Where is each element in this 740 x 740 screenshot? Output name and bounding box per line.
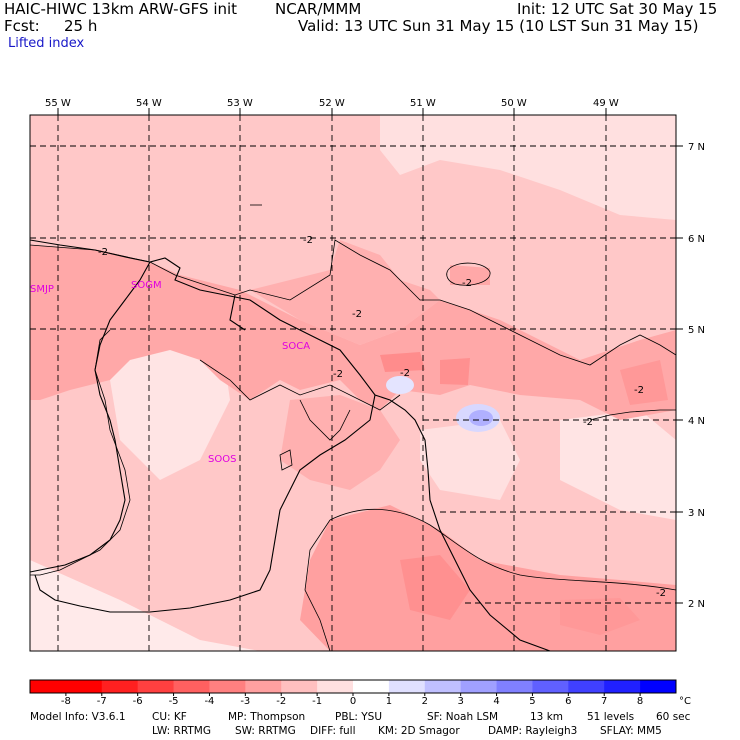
lon-label: 50 W <box>501 98 527 109</box>
colorbar-swatch <box>281 680 318 693</box>
station-label: SOOS <box>208 454 236 465</box>
station-labels: SMJP SOGM SOCA SOOS <box>30 280 310 465</box>
contour-label: -2 <box>634 385 644 396</box>
valid-time: Valid: 13 UTC Sun 31 May 15 (10 LST Sun … <box>298 17 699 35</box>
init-time: Init: 12 UTC Sat 30 May 15 <box>517 0 718 18</box>
station-label: SOGM <box>131 280 162 291</box>
footer-damp: DAMP: Rayleigh3 <box>488 725 578 737</box>
lon-label: 55 W <box>45 98 71 109</box>
lat-lon-grid <box>30 115 676 651</box>
colorbar-swatch <box>173 680 210 693</box>
colorbar-tick-label: 8 <box>637 696 643 707</box>
axis-ticks <box>57 108 683 604</box>
colorbar-swatch <box>424 680 462 693</box>
colorbar-swatch <box>353 680 390 693</box>
colorbar-swatch <box>65 680 103 693</box>
footer-levels: 51 levels <box>587 711 635 723</box>
lon-label: 53 W <box>227 98 253 109</box>
lat-label: 2 N <box>688 599 705 610</box>
colorbar-swatch <box>209 680 246 693</box>
colorbar-tick-label: -4 <box>204 696 214 707</box>
fcst-label: Fcst: <box>4 17 40 35</box>
station-label: SMJP <box>30 284 54 295</box>
fcst-value: 25 h <box>64 17 98 35</box>
coastlines <box>30 239 551 651</box>
colorbar-tick-label: 4 <box>493 696 499 707</box>
footer-sf: SF: Noah LSM <box>427 711 499 723</box>
lon-label: 51 W <box>410 98 436 109</box>
lon-labels: 55 W 54 W 53 W 52 W 51 W 50 W 49 W <box>45 98 619 109</box>
colorbar-tick-label: -7 <box>97 696 107 707</box>
colorbar-swatch <box>496 680 533 693</box>
colorbar-unit: °C <box>679 696 691 707</box>
colorbar-tick-label: 7 <box>601 696 607 707</box>
contour-label: -2 <box>462 278 472 289</box>
footer-sw: SW: RRTMG <box>235 725 296 737</box>
colorbar-tick-label: -6 <box>133 696 143 707</box>
colorbar-swatch <box>532 680 569 693</box>
contour-label: -2 <box>656 588 666 599</box>
lon-label: 52 W <box>319 98 345 109</box>
footer-diff: DIFF: full <box>310 725 356 737</box>
colorbar-swatch <box>317 680 354 693</box>
colorbar-tick-label: 0 <box>350 696 356 707</box>
colorbar-tick-label: 1 <box>386 696 392 707</box>
model-title: HAIC-HIWC 13km ARW-GFS init <box>4 0 238 18</box>
footer-cu: CU: KF <box>152 711 187 723</box>
footer-res: 13 km <box>530 711 564 723</box>
colorbar-tick-label: 5 <box>529 696 535 707</box>
footer-model-info: Model Info: V3.6.1 <box>30 711 126 723</box>
colorbar-swatch <box>568 680 605 693</box>
lon-label: 54 W <box>136 98 162 109</box>
lon-label: 49 W <box>593 98 619 109</box>
contour-label: -2 <box>303 235 313 246</box>
map-frame <box>29 114 677 652</box>
footer-km: KM: 2D Smagor <box>378 725 460 737</box>
lat-labels: 7 N 6 N 5 N 4 N 3 N 2 N <box>688 142 705 610</box>
lat-label: 6 N <box>688 234 705 245</box>
field-name: Lifted index <box>8 36 85 51</box>
contour-label: -2 <box>583 417 593 428</box>
colorbar-tick-label: -2 <box>276 696 286 707</box>
contour-label: -2 <box>400 368 410 379</box>
colorbar-swatch <box>137 680 175 693</box>
lat-label: 5 N <box>688 325 705 336</box>
colorbar-tick-label: -8 <box>61 696 71 707</box>
colorbar-swatch <box>388 680 426 693</box>
station-label: SOCA <box>282 341 310 352</box>
footer-mp: MP: Thompson <box>228 711 306 723</box>
footer-pbl: PBL: YSU <box>335 711 383 723</box>
colorbar-tick-label: -3 <box>240 696 250 707</box>
colorbar-swatch <box>245 680 282 693</box>
lat-label: 3 N <box>688 508 705 519</box>
colorbar-tick-label: 6 <box>565 696 571 707</box>
colorbar-tick-label: -1 <box>312 696 322 707</box>
colorbar-swatch <box>30 680 67 693</box>
colorbar-tick-label: 2 <box>422 696 428 707</box>
contour-label: -2 <box>333 369 343 380</box>
colorbar-tick-label: -5 <box>169 696 179 707</box>
contour-labels: -2 -2 -2 -2 -2 -2 -2 -2 -2 <box>98 235 666 599</box>
lat-label: 7 N <box>688 142 705 153</box>
colorbar-swatch <box>604 680 641 693</box>
footer-sflay: SFLAY: MM5 <box>600 725 662 737</box>
contour-label: -2 <box>352 309 362 320</box>
footer-lw: LW: RRTMG <box>152 725 211 737</box>
colorbar-swatch <box>460 680 498 693</box>
colorbar-tick-label: 3 <box>457 696 463 707</box>
colorbar <box>30 680 677 693</box>
lat-label: 4 N <box>688 416 705 427</box>
colorbar-swatch <box>640 680 677 693</box>
colorbar-labels: -8 -7 -6 -5 -4 -3 -2 -1 0 1 2 3 4 5 6 7 8 <box>61 693 643 707</box>
org-label: NCAR/MMM <box>275 0 362 18</box>
colorbar-swatch <box>101 680 139 693</box>
map-fill <box>30 115 676 651</box>
contour-label: -2 <box>98 247 108 258</box>
footer-timestep: 60 sec <box>656 711 691 723</box>
